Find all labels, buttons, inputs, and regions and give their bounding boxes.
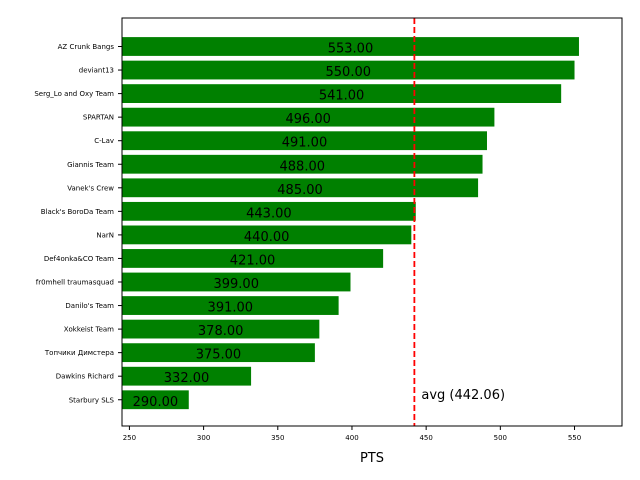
bar-value-label: 496.00 [285,112,331,127]
bar-value-label: 332.00 [164,371,210,386]
bar [122,390,189,410]
bar-value-label: 391.00 [208,301,254,316]
x-axis: 250 300 350 400 450 500 550 [123,426,581,442]
y-tick-label: SPARTAN [83,114,114,122]
bar [122,225,412,245]
bar [122,37,579,56]
average-label: avg (442.06) [421,388,505,403]
x-tick-label: 350 [271,434,284,442]
y-tick-label: Топчики Димстера [44,349,114,357]
bar [122,249,384,268]
y-tick-label: Serg_Lo and Oxy Team [34,90,114,98]
y-tick-label: Xokkeist Team [64,326,114,334]
y-tick-label: Def4onka&CO Team [44,255,114,263]
bar [122,154,483,174]
x-tick-label: 500 [494,434,507,442]
bar-value-label: 290.00 [133,395,179,410]
y-tick-label: Black's BoroDa Team [41,208,114,216]
y-tick-label: deviant13 [79,67,114,75]
x-tick-label: 450 [419,434,432,442]
bar [122,131,487,151]
bar-value-label: 553.00 [328,42,374,57]
bar-value-label: 378.00 [198,324,244,339]
y-tick-label: fr0mhell traumasquad [36,279,114,287]
y-tick-label: Giannis Team [67,161,114,169]
bar-value-label: 375.00 [196,348,242,363]
bar [122,272,351,292]
plot-frame [121,17,623,427]
bar [122,60,575,80]
x-tick-label: 250 [123,434,136,442]
y-tick-label: NarN [96,231,114,239]
y-axis: AZ Crunk Bangs deviant13 Serg_Lo and Oxy T… [34,43,122,404]
y-tick-label: AZ Crunk Bangs [58,43,115,51]
bar-value-labels: 553.00 550.00 541.00 496.00 491.00 488.00 485.… [133,42,374,410]
bar [122,84,562,103]
y-tick-label: Danilo's Team [65,302,114,310]
bar [122,319,320,339]
x-axis-label: PTS [360,451,384,466]
bars-group [122,37,579,410]
bar-value-label: 399.00 [213,277,259,292]
x-tick-label: 400 [345,434,358,442]
bar-value-label: 443.00 [246,206,292,221]
bar [122,343,315,363]
bar-value-label: 550.00 [326,65,372,80]
bar-value-label: 491.00 [282,136,328,151]
bar-value-label: 485.00 [277,183,323,198]
bar-value-label: 488.00 [280,159,326,174]
x-tick-label: 300 [197,434,210,442]
bar-value-label: 541.00 [319,89,365,104]
y-tick-label: Starbury SLS [69,396,115,404]
y-tick-label: Vanek's Crew [67,184,114,192]
y-tick-label: Dawkins Richard [56,373,114,381]
y-tick-label: C-Lav [94,137,114,145]
x-tick-label: 550 [568,434,581,442]
bar [122,366,252,386]
bar [122,296,339,315]
bar-value-label: 421.00 [230,253,276,268]
bar [122,178,479,198]
bar [122,107,495,127]
bar-value-label: 440.00 [244,230,290,245]
bar [122,201,416,221]
